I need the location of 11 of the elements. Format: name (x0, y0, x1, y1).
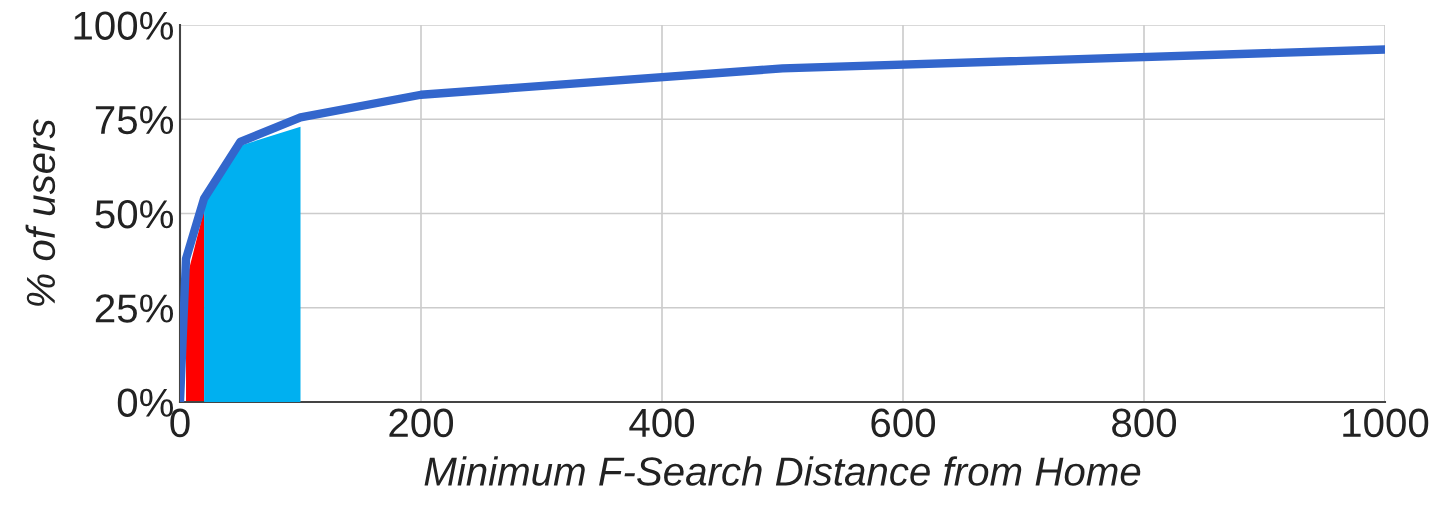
y-tick-label: 100% (74, 11, 174, 40)
x-tick-label: 200 (389, 408, 454, 438)
y-axis-title: % of users (25, 119, 56, 306)
x-tick-label: 600 (871, 408, 936, 438)
x-tick-label: 800 (1112, 408, 1177, 438)
x-axis-title: Minimum F-Search Distance from Home (424, 456, 1141, 486)
y-tick-label: 25% (95, 294, 174, 323)
x-tick-label: 400 (629, 408, 695, 438)
y-tick-label: 75% (95, 105, 174, 135)
y-tick-label: 50% (95, 199, 174, 229)
x-tick-label: 1000 (1343, 408, 1429, 438)
